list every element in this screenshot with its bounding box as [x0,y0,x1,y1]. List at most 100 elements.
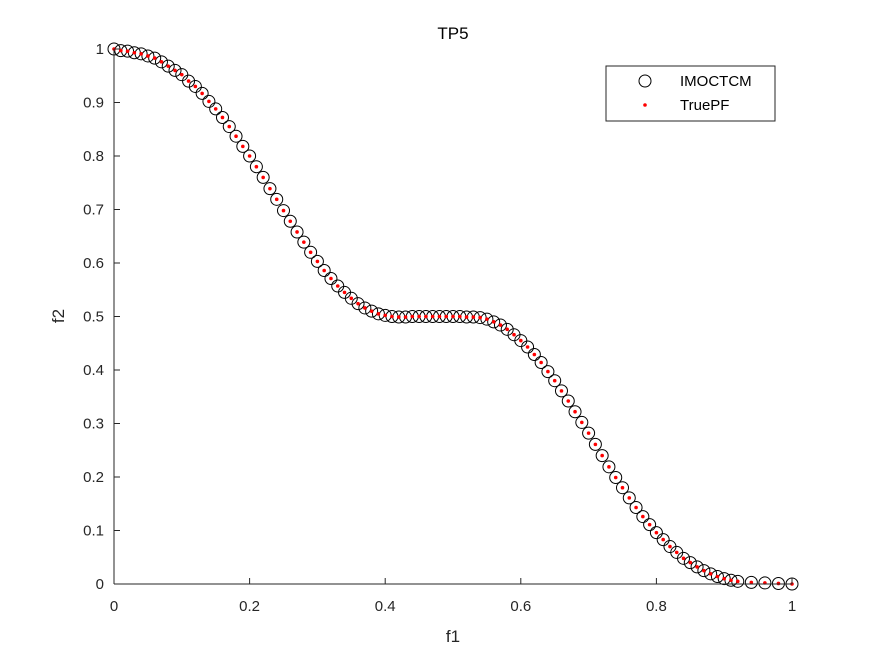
truepf-point [552,378,557,383]
truepf-point [634,505,638,510]
truepf-point [329,276,333,281]
imoctcm-point [270,192,284,206]
truepf-point [661,537,665,542]
x-tick-label: 1 [788,598,796,615]
truepf-point [390,314,394,319]
x-tick-label: 0 [110,598,118,615]
imoctcm-point [575,415,589,429]
imoctcm-point [229,129,243,143]
truepf-point [430,314,435,319]
imoctcm-point [493,318,507,332]
truepf-point [512,332,516,337]
imoctcm-point [649,526,663,540]
truepf-point [125,49,130,53]
imoctcm-point [277,204,290,218]
truepf-point [464,315,469,319]
truepf-point [268,186,272,191]
truepf-point [695,565,699,569]
legend: IMOCTCM TruePF [605,65,776,122]
chart-title: TP5 [437,24,468,43]
truepf-point [688,560,693,565]
imoctcm-point [588,437,602,451]
imoctcm-point [704,567,718,581]
imoctcm-point [554,384,568,398]
imoctcm-point [290,225,304,239]
y-tick-label: 0.7 [83,202,104,219]
imoctcm-point [154,55,168,69]
truepf-point [281,208,286,213]
truepf-point [641,514,645,519]
imoctcm-point [744,575,758,589]
imoctcm-point [595,449,609,463]
imoctcm-point [256,170,270,184]
truepf-point [261,175,265,180]
y-axis-ticks: 0 0.1 0.2 0.3 0.4 0.5 0.6 0.7 0.8 0.9 1 [83,41,120,593]
truepf-point [532,352,537,357]
truepf-point [152,56,157,60]
imoctcm-point [487,315,501,329]
truepf-point [580,420,584,425]
truepf-point [376,312,381,316]
truepf-point [674,550,679,555]
y-tick-label: 0.8 [83,148,104,165]
truepf-point [186,79,191,83]
truepf-point [573,409,577,414]
y-tick-label: 1 [96,41,104,58]
truepf-point [647,522,652,527]
truepf-point [566,399,571,403]
truepf-point [451,314,455,319]
truepf-point [729,578,733,583]
imoctcm-point [500,322,514,336]
truepf-point [525,345,530,349]
imoctcm-point [215,110,229,124]
y-tick-label: 0.4 [83,362,104,379]
imoctcm-point [758,576,772,590]
imoctcm-point [629,501,643,514]
truepf-point [715,574,720,579]
imoctcm-point [616,481,629,495]
data-marks [107,42,799,591]
truepf-point [342,290,347,295]
truepf-point [159,60,164,64]
truepf-point [586,431,591,435]
truepf-point [356,301,360,306]
imoctcm-point [351,297,365,311]
imoctcm-point [304,245,318,259]
imoctcm-point [643,518,657,532]
imoctcm-point [310,254,324,268]
truepf-point [654,530,659,535]
imoctcm-point [317,263,331,277]
truepf-point [444,314,449,319]
truepf-point [519,338,523,343]
x-axis-ticks: 0 0.2 0.4 0.6 0.8 1 [110,578,796,615]
y-tick-label: 0.6 [83,255,104,272]
truepf-point [322,268,326,273]
truepf-point [613,475,618,480]
truepf-point [668,544,672,549]
truepf-point [335,284,340,288]
imoctcm-point [609,471,623,485]
x-tick-label: 0.6 [510,598,531,615]
truepf-point [295,230,299,234]
imoctcm-point [541,365,555,379]
y-tick-label: 0.3 [83,416,104,433]
imoctcm-point [602,460,616,474]
y-tick-label: 0 [96,576,104,593]
imoctcm-point [683,556,697,570]
truepf-point [457,314,462,319]
y-tick-label: 0.5 [83,309,104,326]
imoctcm-point [771,576,785,590]
truepf-point [241,144,245,149]
imoctcm-point [636,510,650,524]
imoctcm-point [690,560,704,574]
truepf-point [735,579,740,584]
truepf-point [139,52,143,56]
legend-marker-imoctcm [638,74,652,88]
truepf-point [180,72,184,77]
truepf-point [274,197,279,202]
imoctcm-point [358,301,372,315]
legend-marker-truepf [643,103,647,107]
imoctcm-point [697,564,711,578]
y-tick-label: 0.1 [83,523,104,540]
